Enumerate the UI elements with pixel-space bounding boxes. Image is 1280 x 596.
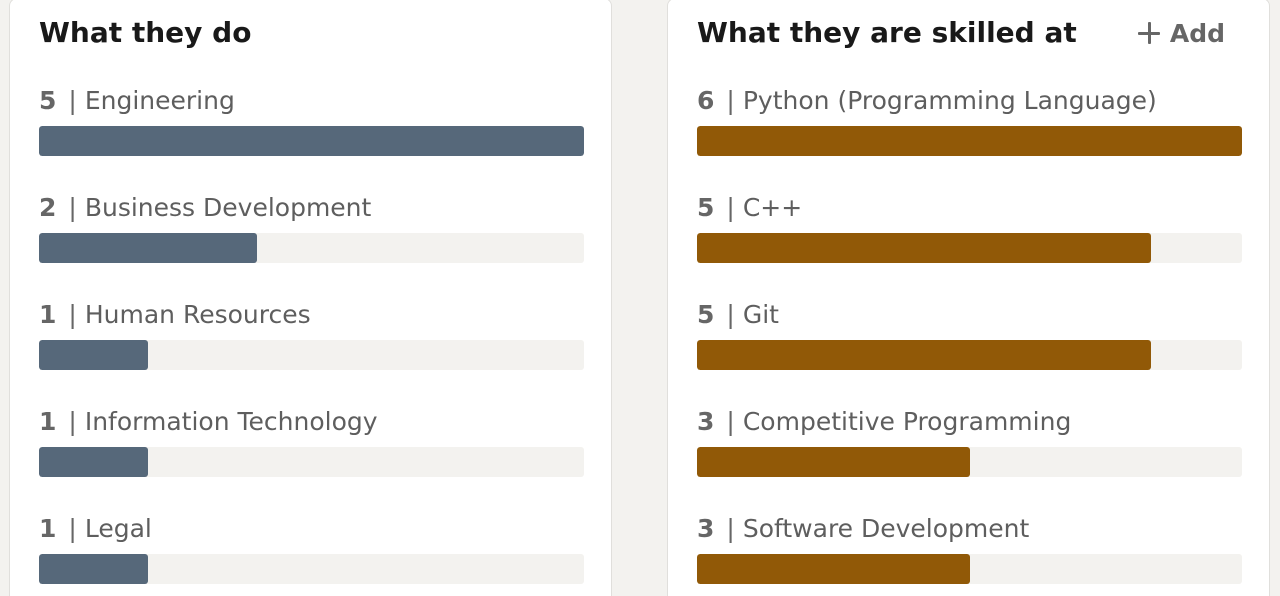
function-name: Information Technology — [84, 407, 378, 436]
function-name: Human Resources — [84, 300, 311, 329]
function-bar-track — [39, 126, 584, 156]
skills-title: What they are skilled at — [697, 16, 1077, 49]
skill-count: 6 — [697, 86, 715, 115]
function-bar-fill — [39, 126, 584, 156]
skill-row-label: 5 | C++ — [697, 188, 1242, 228]
skill-bar-fill — [697, 126, 1242, 156]
skill-bar-track — [697, 554, 1242, 584]
skill-bar-track — [697, 233, 1242, 263]
function-row[interactable]: 1 | Legal — [39, 509, 584, 596]
function-bar-track — [39, 554, 584, 584]
separator: | — [726, 514, 735, 543]
skill-name: Git — [742, 300, 779, 329]
skill-row-label: 3 | Software Development — [697, 509, 1242, 549]
skill-bar-fill — [697, 233, 1152, 263]
skill-row-label: 6 | Python (Programming Language) — [697, 81, 1242, 121]
separator: | — [68, 300, 77, 329]
function-row[interactable]: 1 | Information Technology — [39, 402, 584, 509]
skill-bar-track — [697, 447, 1242, 477]
function-row[interactable]: 2 | Business Development — [39, 188, 584, 295]
skill-bar-track — [697, 340, 1242, 370]
separator: | — [68, 86, 77, 115]
add-skill-button[interactable]: Add — [1137, 13, 1225, 53]
function-bar-fill — [39, 233, 257, 263]
function-row-label: 2 | Business Development — [39, 188, 584, 228]
function-row-label: 5 | Engineering — [39, 81, 584, 121]
function-row-label: 1 | Legal — [39, 509, 584, 549]
function-count: 2 — [39, 193, 57, 222]
function-name: Engineering — [84, 86, 235, 115]
skill-row[interactable]: 6 | Python (Programming Language) — [697, 81, 1242, 188]
skills-card: What they are skilled at Add 6 | Python (P… — [667, 0, 1270, 596]
function-count: 1 — [39, 514, 57, 543]
skill-row-label: 5 | Git — [697, 295, 1242, 335]
function-name: Business Development — [84, 193, 372, 222]
skill-row[interactable]: 5 | C++ — [697, 188, 1242, 295]
skill-bar-fill — [697, 554, 970, 584]
function-bar-fill — [39, 554, 148, 584]
skill-bar-track — [697, 126, 1242, 156]
skill-name: Competitive Programming — [742, 407, 1072, 436]
skill-row[interactable]: 3 | Competitive Programming — [697, 402, 1242, 509]
separator: | — [68, 514, 77, 543]
function-bar-fill — [39, 447, 148, 477]
function-bar-track — [39, 447, 584, 477]
separator: | — [726, 300, 735, 329]
skill-count: 3 — [697, 407, 715, 436]
skills-list: 6 | Python (Programming Language) 5 | C++ 5 | Gi… — [697, 81, 1242, 596]
skill-bar-fill — [697, 447, 970, 477]
separator: | — [68, 407, 77, 436]
function-bar-track — [39, 233, 584, 263]
skill-count: 5 — [697, 193, 715, 222]
function-row-label: 1 | Information Technology — [39, 402, 584, 442]
skill-count: 5 — [697, 300, 715, 329]
function-bar-fill — [39, 340, 148, 370]
plus-icon — [1137, 22, 1160, 44]
skill-name: Software Development — [742, 514, 1030, 543]
what-they-do-title: What they do — [39, 16, 252, 49]
separator: | — [726, 193, 735, 222]
function-count: 1 — [39, 407, 57, 436]
function-row[interactable]: 5 | Engineering — [39, 81, 584, 188]
function-count: 1 — [39, 300, 57, 329]
skill-name: Python (Programming Language) — [742, 86, 1157, 115]
skill-bar-fill — [697, 340, 1152, 370]
function-bar-track — [39, 340, 584, 370]
separator: | — [68, 193, 77, 222]
function-row-label: 1 | Human Resources — [39, 295, 584, 335]
what-they-do-card: What they do 5 | Engineering 2 | Business Dev… — [9, 0, 612, 596]
function-name: Legal — [84, 514, 152, 543]
separator: | — [726, 407, 735, 436]
function-row[interactable]: 1 | Human Resources — [39, 295, 584, 402]
skill-count: 3 — [697, 514, 715, 543]
add-button-label: Add — [1169, 18, 1225, 48]
function-count: 5 — [39, 86, 57, 115]
skill-name: C++ — [742, 193, 803, 222]
functions-list: 5 | Engineering 2 | Business Development 1 | Hum… — [39, 81, 584, 596]
skill-row-label: 3 | Competitive Programming — [697, 402, 1242, 442]
skill-row[interactable]: 5 | Git — [697, 295, 1242, 402]
separator: | — [726, 86, 735, 115]
skill-row[interactable]: 3 | Software Development — [697, 509, 1242, 596]
